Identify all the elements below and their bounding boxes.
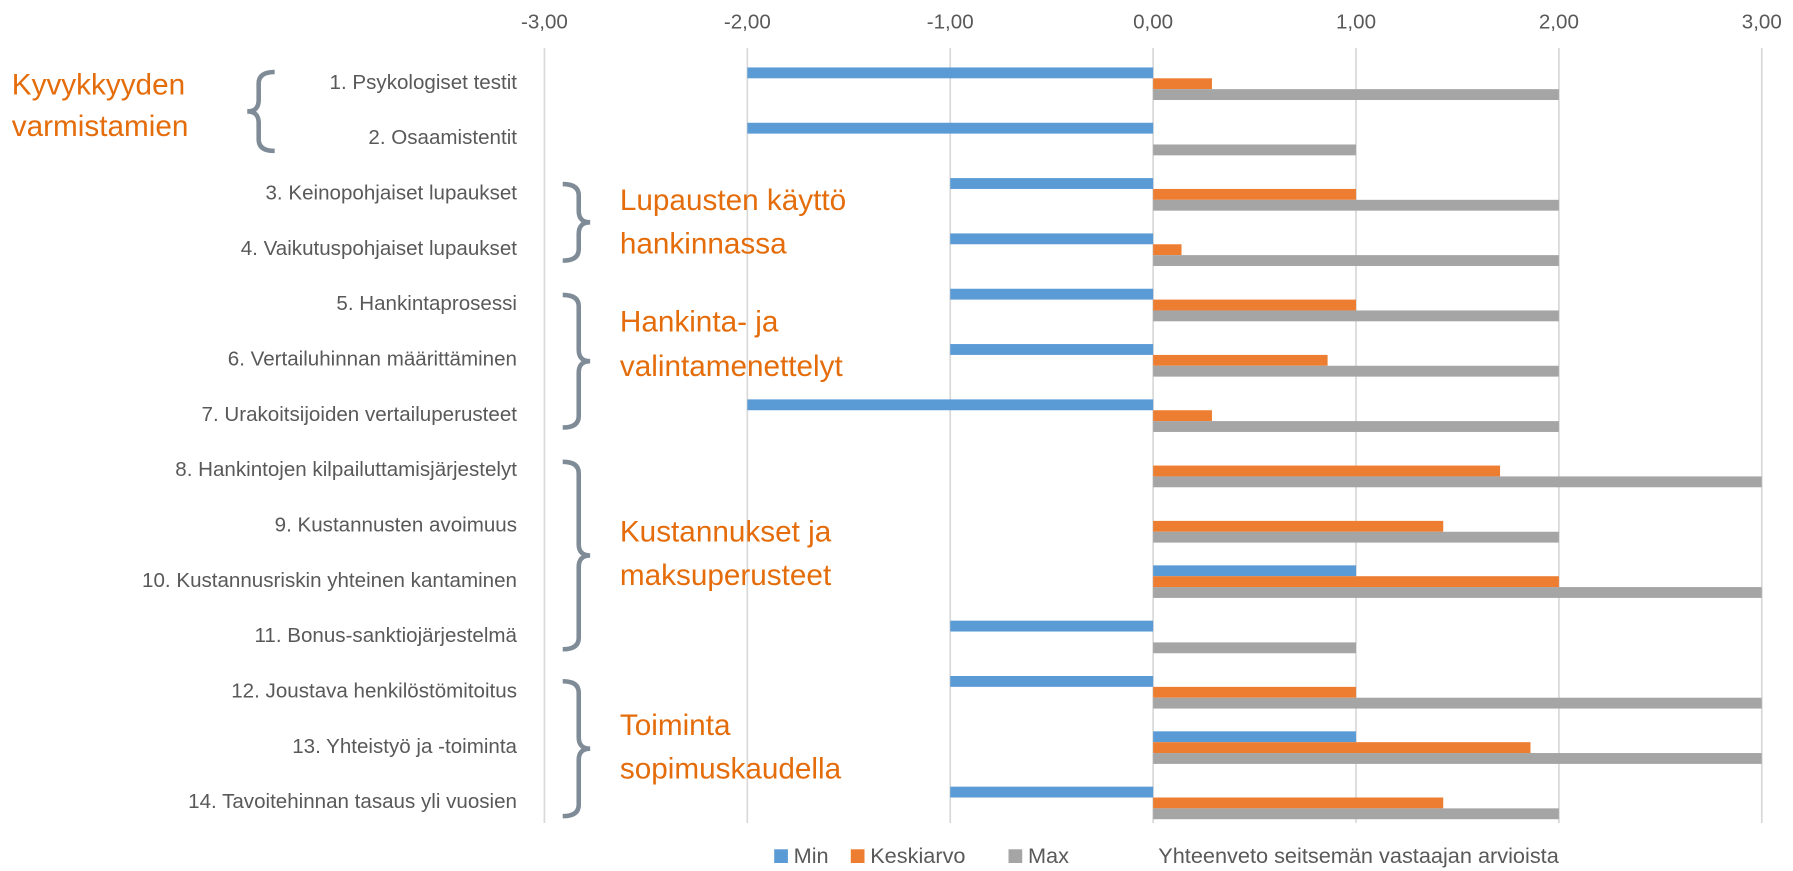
- brace: [562, 459, 591, 652]
- category-label: 1. Psykologiset testit: [330, 71, 518, 94]
- legend-label: Min: [794, 843, 829, 868]
- bar: [1153, 587, 1762, 598]
- category-label: 14. Tavoitehinnan tasaus yli vuosien: [188, 790, 517, 813]
- bar: [1153, 365, 1559, 377]
- bar: [1153, 742, 1531, 754]
- bar: [1153, 520, 1444, 532]
- bar: [747, 122, 1154, 134]
- bar: [1153, 78, 1212, 90]
- x-tick-label: 0,00: [1133, 10, 1173, 33]
- bar: [1153, 199, 1559, 211]
- bar: [747, 67, 1154, 79]
- note: Yhteenveto seitsemän vastaajan arvioista: [1158, 843, 1559, 868]
- category-label: 6. Vertailuhinnan määrittäminen: [228, 347, 517, 370]
- x-tick-label: 1,00: [1336, 10, 1376, 33]
- annotation: Hankinta- ja: [620, 305, 779, 338]
- bar: [1153, 797, 1444, 809]
- legend-label: Max: [1028, 843, 1069, 868]
- category-label: 8. Hankintojen kilpailuttamisjärjestelyt: [175, 458, 517, 481]
- bar: [1153, 753, 1762, 764]
- legend-swatch: [1008, 849, 1023, 863]
- annotation: Toiminta: [620, 709, 731, 742]
- bar: [1153, 244, 1182, 256]
- x-tick-label: 2,00: [1539, 10, 1579, 33]
- bar: [1153, 188, 1357, 200]
- category-label: 9. Kustannusten avoimuus: [275, 513, 517, 536]
- bar: [1153, 808, 1559, 820]
- bar: [747, 399, 1154, 411]
- legend-swatch: [774, 849, 788, 863]
- bar: [950, 233, 1154, 245]
- category-label: 5. Hankintaprosessi: [336, 292, 517, 315]
- annotation: varmistamien: [12, 110, 189, 143]
- annotation: maksuperusteet: [620, 559, 832, 592]
- x-tick-label: 3,00: [1742, 10, 1782, 33]
- category-label: 13. Yhteistyö ja -toiminta: [292, 735, 517, 758]
- annotation: sopimuskaudella: [620, 752, 842, 785]
- bar: [1153, 686, 1357, 698]
- annotation: valintamenettelyt: [620, 350, 844, 383]
- category-label: 4. Vaikutuspohjaiset lupaukset: [241, 237, 518, 260]
- bar: [1153, 410, 1212, 422]
- x-tick-label: -1,00: [927, 10, 974, 33]
- bar: [950, 620, 1154, 632]
- bar: [950, 344, 1154, 355]
- bar: [1153, 299, 1357, 311]
- bar: [950, 288, 1154, 300]
- category-label: 7. Urakoitsijoiden vertailuperusteet: [202, 403, 518, 426]
- category-label: 2. Osaamistentit: [368, 126, 517, 149]
- bar: [1153, 89, 1559, 101]
- legend-swatch: [850, 849, 865, 863]
- category-label: 11. Bonus-sanktiojärjestelmä: [255, 624, 518, 647]
- annotation: Kyvykkyyden: [12, 69, 185, 102]
- bar: [1153, 531, 1559, 543]
- bar: [950, 178, 1154, 189]
- bar: [1153, 731, 1357, 743]
- x-tick-label: -3,00: [521, 10, 568, 33]
- brace: [562, 292, 591, 430]
- annotation: hankinnassa: [620, 228, 787, 261]
- bar: [1153, 476, 1762, 488]
- bar: [950, 675, 1154, 687]
- category-label: 10. Kustannusriskin yhteinen kantaminen: [142, 569, 517, 592]
- bar: [1153, 576, 1559, 588]
- annotation: Lupausten käyttö: [620, 184, 846, 217]
- bar: [1153, 310, 1559, 322]
- bar: [1153, 697, 1762, 709]
- brace: [562, 678, 591, 819]
- legend-label: Keskiarvo: [870, 843, 965, 868]
- bar: [1153, 642, 1357, 654]
- bar: [1153, 465, 1501, 477]
- annotation: Kustannukset ja: [620, 516, 832, 549]
- bar: [1153, 354, 1328, 366]
- brace: [562, 181, 591, 263]
- category-label: 3. Keinopohjaiset lupaukset: [266, 182, 518, 205]
- bar: [1153, 421, 1559, 432]
- category-label: 12. Joustava henkilöstömitoitus: [231, 679, 517, 702]
- bar: [1153, 144, 1357, 156]
- x-tick-label: -2,00: [724, 10, 771, 33]
- bar: [950, 786, 1154, 798]
- brace: [247, 69, 275, 154]
- bar: [1153, 565, 1357, 577]
- bar: [1153, 255, 1559, 266]
